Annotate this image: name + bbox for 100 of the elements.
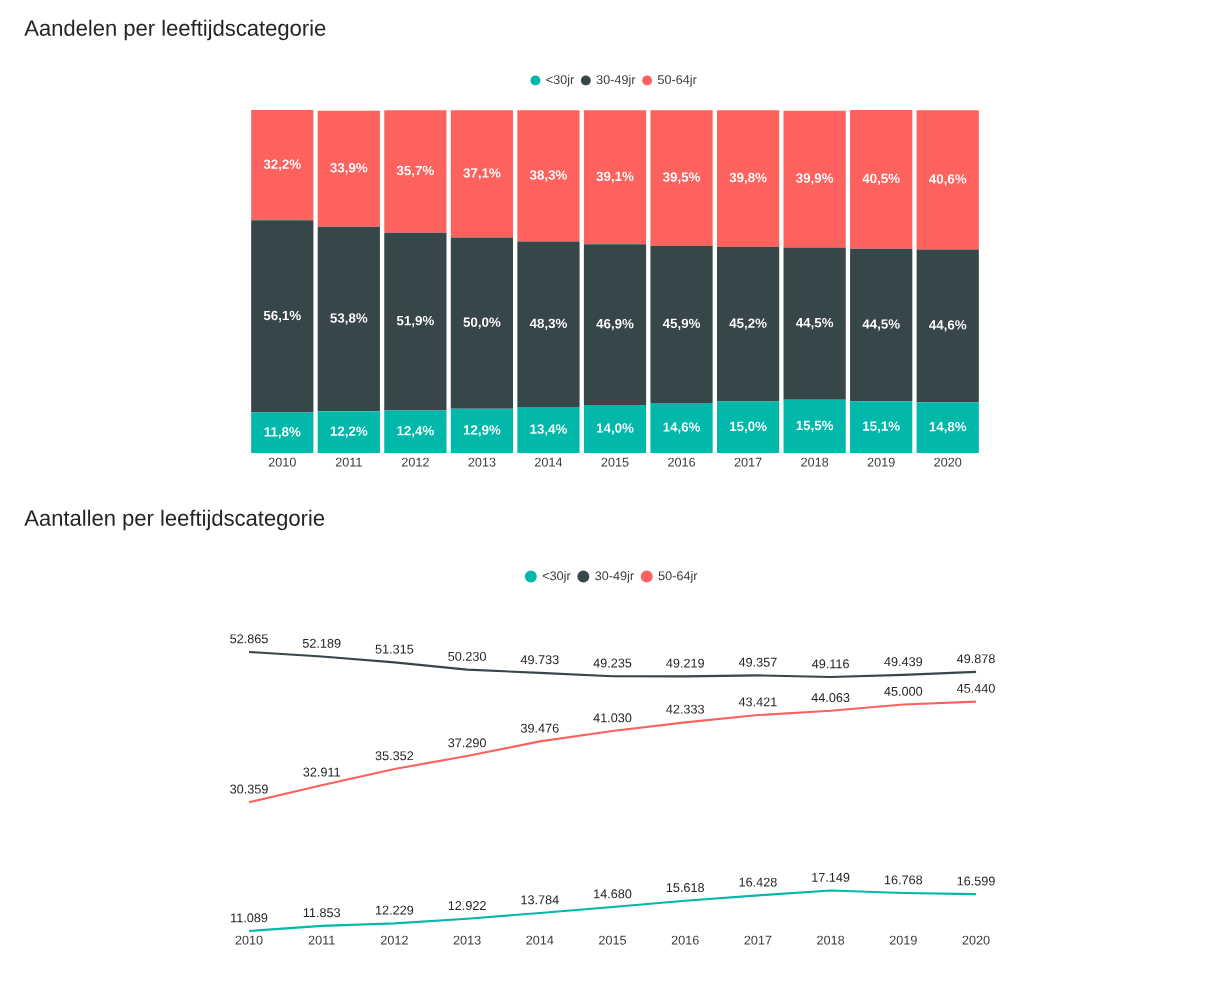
bar xyxy=(317,110,380,227)
bar xyxy=(517,407,580,453)
legend-label: 30-49jr xyxy=(595,570,634,583)
data-label: 52.189 xyxy=(302,638,341,648)
data-label: 40,6% xyxy=(929,174,967,186)
bar xyxy=(583,110,647,245)
legend-label: 30-49jr xyxy=(596,74,636,87)
data-label: 14.680 xyxy=(594,889,632,899)
data-label: 14,6% xyxy=(663,422,701,434)
data-label: 39,1% xyxy=(596,171,634,184)
x-tick-label: 2014 xyxy=(526,935,554,945)
data-label: 15.618 xyxy=(666,883,705,893)
x-tick-label: 2015 xyxy=(601,457,629,467)
bar xyxy=(716,401,780,453)
x-tick-label: 2020 xyxy=(934,457,962,467)
data-label: 49.235 xyxy=(593,658,632,668)
x-tick-label: 2016 xyxy=(671,935,699,945)
bar xyxy=(450,408,514,453)
data-label: 16.768 xyxy=(884,875,923,885)
x-tick-label: 2018 xyxy=(801,457,829,467)
legend-label: 50-64jr xyxy=(658,570,698,583)
bar xyxy=(317,226,380,412)
data-label: 15,0% xyxy=(730,421,767,433)
x-tick-label: 2019 xyxy=(889,935,917,945)
bar xyxy=(583,405,647,453)
data-label: 40,5% xyxy=(862,173,900,186)
bar xyxy=(850,401,913,453)
x-tick-label: 2015 xyxy=(599,935,627,945)
bar xyxy=(384,232,447,411)
bar xyxy=(850,109,913,249)
x-tick-label: 2014 xyxy=(535,457,563,467)
data-label: 11,8% xyxy=(264,427,301,439)
bar xyxy=(783,247,846,400)
data-label: 45,9% xyxy=(662,318,701,331)
data-label: 43.421 xyxy=(738,697,777,707)
data-label: 49.219 xyxy=(666,658,704,668)
data-label: 49.439 xyxy=(884,657,923,667)
data-label: 50,0% xyxy=(463,317,501,329)
x-tick-label: 2017 xyxy=(744,935,772,945)
bar xyxy=(251,220,314,413)
data-label: 17.149 xyxy=(812,872,850,882)
data-label: 30.359 xyxy=(230,784,268,794)
data-label: 46,9% xyxy=(596,318,634,331)
data-label: 53,8% xyxy=(330,313,368,325)
x-tick-label: 2010 xyxy=(268,457,296,467)
data-label: 44,5% xyxy=(795,317,834,330)
data-label: 51,9% xyxy=(396,315,434,328)
bar xyxy=(583,244,647,406)
bar xyxy=(850,248,913,402)
data-label: 32.911 xyxy=(303,767,340,777)
data-label: 39,5% xyxy=(662,172,701,184)
bar xyxy=(517,110,580,242)
x-tick-label: 2010 xyxy=(235,935,263,945)
x-tick-label: 2011 xyxy=(308,935,335,945)
data-label: 45.000 xyxy=(884,686,923,696)
data-label: 44,5% xyxy=(862,319,900,331)
data-label: 14,0% xyxy=(596,423,634,435)
data-label: 33,9% xyxy=(330,163,368,175)
data-label: 39,9% xyxy=(796,173,834,185)
data-label: 12,2% xyxy=(330,426,368,438)
data-label: 45.440 xyxy=(956,683,995,693)
bar xyxy=(517,241,580,408)
data-label: 49.878 xyxy=(956,654,995,664)
data-label: 15,5% xyxy=(796,420,834,433)
data-label: 32,2% xyxy=(263,159,301,171)
bar xyxy=(783,110,846,248)
bar xyxy=(916,402,979,453)
bar xyxy=(716,246,780,402)
data-label: 16.428 xyxy=(739,877,777,887)
data-label: 12,9% xyxy=(463,425,501,437)
bar xyxy=(317,411,380,453)
bar xyxy=(450,237,514,409)
data-label: 50.230 xyxy=(448,651,486,661)
x-tick-label: 2013 xyxy=(453,935,481,945)
chart-title: Aandelen per leeftijdscategorie xyxy=(24,19,326,41)
bar xyxy=(716,110,780,247)
data-label: 49.733 xyxy=(520,655,559,665)
x-tick-label: 2012 xyxy=(380,935,408,945)
data-label: 35,7% xyxy=(396,165,434,178)
data-label: 38,3% xyxy=(529,170,567,182)
bar xyxy=(783,399,846,453)
data-label: 14,8% xyxy=(929,421,967,434)
data-label: 13,4% xyxy=(530,424,567,436)
x-tick-label: 2016 xyxy=(668,457,696,467)
data-label: 48,3% xyxy=(529,318,567,331)
data-label: 52.865 xyxy=(230,634,268,644)
data-label: 44.063 xyxy=(811,693,850,703)
data-label: 12,4% xyxy=(397,426,434,438)
bar xyxy=(650,402,713,453)
bar xyxy=(384,410,447,453)
chart-title: Aantallen per leeftijdscategorie xyxy=(24,509,325,531)
data-label: 12.229 xyxy=(376,905,414,915)
bar xyxy=(650,245,713,403)
x-tick-label: 2018 xyxy=(817,935,845,945)
x-tick-label: 2013 xyxy=(468,457,496,467)
data-label: 12.922 xyxy=(448,901,486,911)
x-tick-label: 2017 xyxy=(734,457,762,467)
data-label: 16.599 xyxy=(957,876,995,886)
legend-label: 50-64jr xyxy=(657,74,697,87)
data-label: 42.333 xyxy=(666,704,705,714)
